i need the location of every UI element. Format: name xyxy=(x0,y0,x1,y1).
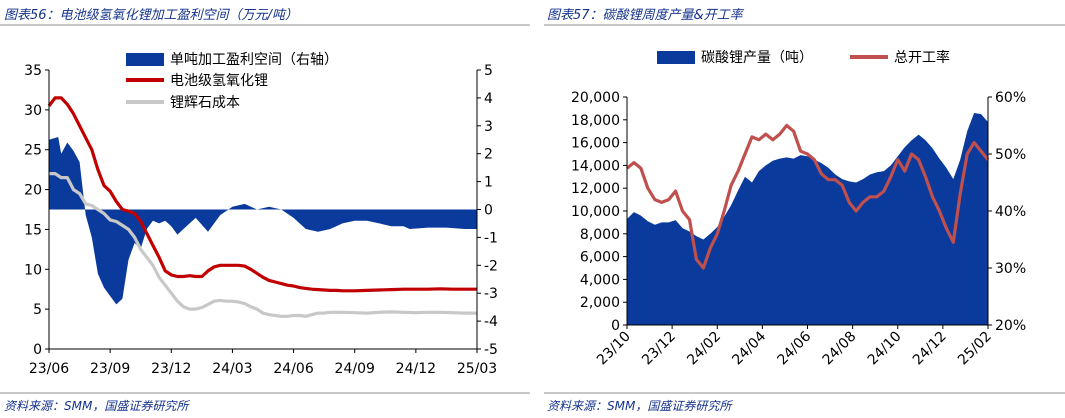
left-chart-series-line-2 xyxy=(49,172,477,318)
right-chart-left-tick-label: 6,000 xyxy=(580,250,620,266)
left-chart-x-tick-label: 23/12 xyxy=(151,361,191,377)
right-chart-legend-label: 总开工率 xyxy=(894,49,950,66)
right-chart-left-tick-label: 12,000 xyxy=(571,181,620,197)
left-chart-legend-label: 锂辉石成本 xyxy=(170,95,240,111)
left-chart-legend-swatch-area xyxy=(126,53,164,66)
right-chart-left-tick-label: 20,000 xyxy=(571,90,620,106)
left-chart-left-tick-label: 25 xyxy=(24,143,42,159)
left-chart-right-tick-label: 5 xyxy=(484,63,493,79)
left-chart-x-tick-label: 24/09 xyxy=(335,361,375,377)
right-chart-right-tick-label: 50% xyxy=(995,147,1026,163)
left-chart-left-tick-label: 10 xyxy=(24,262,42,278)
right-chart-x-tick-label: 24/08 xyxy=(820,329,860,369)
left-chart-left-tick-label: 20 xyxy=(24,183,42,199)
right-chart-left-tick-label: 10,000 xyxy=(571,204,620,220)
left-chart-right-tick-label: -4 xyxy=(484,314,498,330)
right-chart-x-tick-label: 25/02 xyxy=(955,329,995,369)
left-chart-left-tick-label: 0 xyxy=(33,342,42,358)
left-chart-legend-label: 单吨加工盈利空间（右轴） xyxy=(170,52,338,68)
right-chart-x-tick-label: 24/06 xyxy=(774,328,814,368)
right-chart-x-tick-label: 23/12 xyxy=(639,329,679,369)
left-chart-title: 图表56：电池级氢氧化锂加工盈利空间（万元/吨） xyxy=(4,8,298,23)
right-source-rule xyxy=(544,392,1065,394)
left-chart-right-tick-label: -2 xyxy=(484,258,498,274)
left-chart-right-tick-label: -3 xyxy=(484,286,498,302)
left-chart-left-tick-label: 5 xyxy=(33,302,42,318)
left-chart-x-tick-label: 24/12 xyxy=(396,361,436,377)
left-chart-x-tick-label: 23/09 xyxy=(90,361,130,377)
right-chart-title: 图表57：碳酸锂周度产量&开工率 xyxy=(547,8,743,23)
left-chart-x-tick-label: 24/03 xyxy=(212,361,252,377)
left-chart-legend-label: 电池级氢氧化锂 xyxy=(170,73,268,89)
left-source-rule xyxy=(0,392,530,394)
left-chart-x-tick-label: 25/03 xyxy=(457,361,497,377)
left-chart-left-tick-label: 35 xyxy=(24,63,42,79)
left-chart-left-tick-label: 30 xyxy=(24,103,42,119)
right-chart-left-tick-label: 14,000 xyxy=(571,158,620,174)
right-chart-left-tick-label: 2,000 xyxy=(580,295,620,311)
right-chart-legend-swatch-area xyxy=(657,51,695,64)
left-chart-right-tick-label: -1 xyxy=(484,230,498,246)
left-chart-right-tick-label: 1 xyxy=(484,175,493,191)
left-chart-series-area-0 xyxy=(49,137,477,305)
left-chart-x-tick-label: 24/06 xyxy=(273,361,313,377)
right-chart-left-tick-label: 4,000 xyxy=(580,272,620,288)
right-chart-x-tick-label: 24/02 xyxy=(684,329,724,369)
right-chart-left-tick-label: 0 xyxy=(611,318,620,334)
right-chart-series-line-1 xyxy=(625,123,990,270)
left-source-note: 资料来源：SMM，国盛证券研究所 xyxy=(4,399,189,413)
right-chart-x-tick-label: 24/10 xyxy=(865,329,905,369)
left-title-rule xyxy=(0,24,530,26)
right-chart-right-tick-label: 40% xyxy=(995,204,1026,220)
right-chart-right-tick-label: 60% xyxy=(995,90,1026,106)
right-chart-left-tick-label: 18,000 xyxy=(571,113,620,129)
left-chart-left-tick-label: 15 xyxy=(24,222,42,238)
right-chart-x-tick-label: 24/04 xyxy=(729,328,769,368)
right-chart-right-tick-label: 20% xyxy=(995,318,1026,334)
right-chart-left-tick-label: 16,000 xyxy=(571,136,620,152)
right-chart-x-tick-label: 23/10 xyxy=(594,329,634,369)
right-chart-series-area-0 xyxy=(627,113,988,325)
right-title-rule xyxy=(544,24,1065,26)
left-chart-right-tick-label: 0 xyxy=(484,203,493,219)
left-chart-right-tick-label: 4 xyxy=(484,91,493,107)
right-chart-right-tick-label: 30% xyxy=(995,261,1026,277)
left-chart-right-tick-label: 3 xyxy=(484,119,493,135)
right-source-note: 资料来源：SMM，国盛证券研究所 xyxy=(547,399,732,413)
left-chart-right-tick-label: -5 xyxy=(484,342,498,358)
right-chart-legend-label: 碳酸锂产量（吨） xyxy=(701,50,813,66)
right-chart-left-tick-label: 8,000 xyxy=(580,227,620,243)
left-chart-series-line-1 xyxy=(47,96,477,293)
right-chart-x-tick-label: 24/12 xyxy=(910,329,950,369)
left-chart-right-tick-label: 2 xyxy=(484,147,493,163)
left-chart-x-tick-label: 23/06 xyxy=(29,361,69,377)
